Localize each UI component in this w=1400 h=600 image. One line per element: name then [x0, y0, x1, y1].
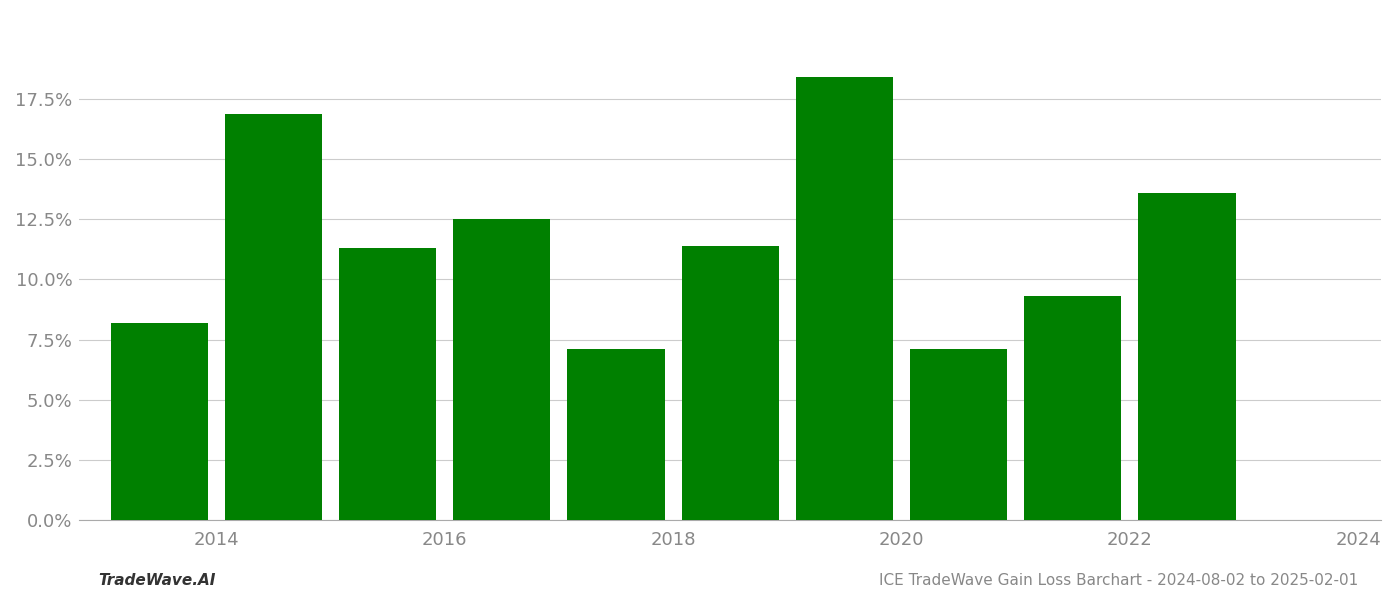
Bar [567, 349, 665, 520]
Bar [1025, 296, 1121, 520]
Bar [111, 323, 207, 520]
Bar [225, 113, 322, 520]
Bar [682, 246, 778, 520]
Text: TradeWave.AI: TradeWave.AI [98, 573, 216, 588]
Bar [339, 248, 435, 520]
Bar [1138, 193, 1236, 520]
Text: ICE TradeWave Gain Loss Barchart - 2024-08-02 to 2025-02-01: ICE TradeWave Gain Loss Barchart - 2024-… [879, 573, 1358, 588]
Bar [454, 220, 550, 520]
Bar [910, 349, 1007, 520]
Bar [795, 77, 893, 520]
